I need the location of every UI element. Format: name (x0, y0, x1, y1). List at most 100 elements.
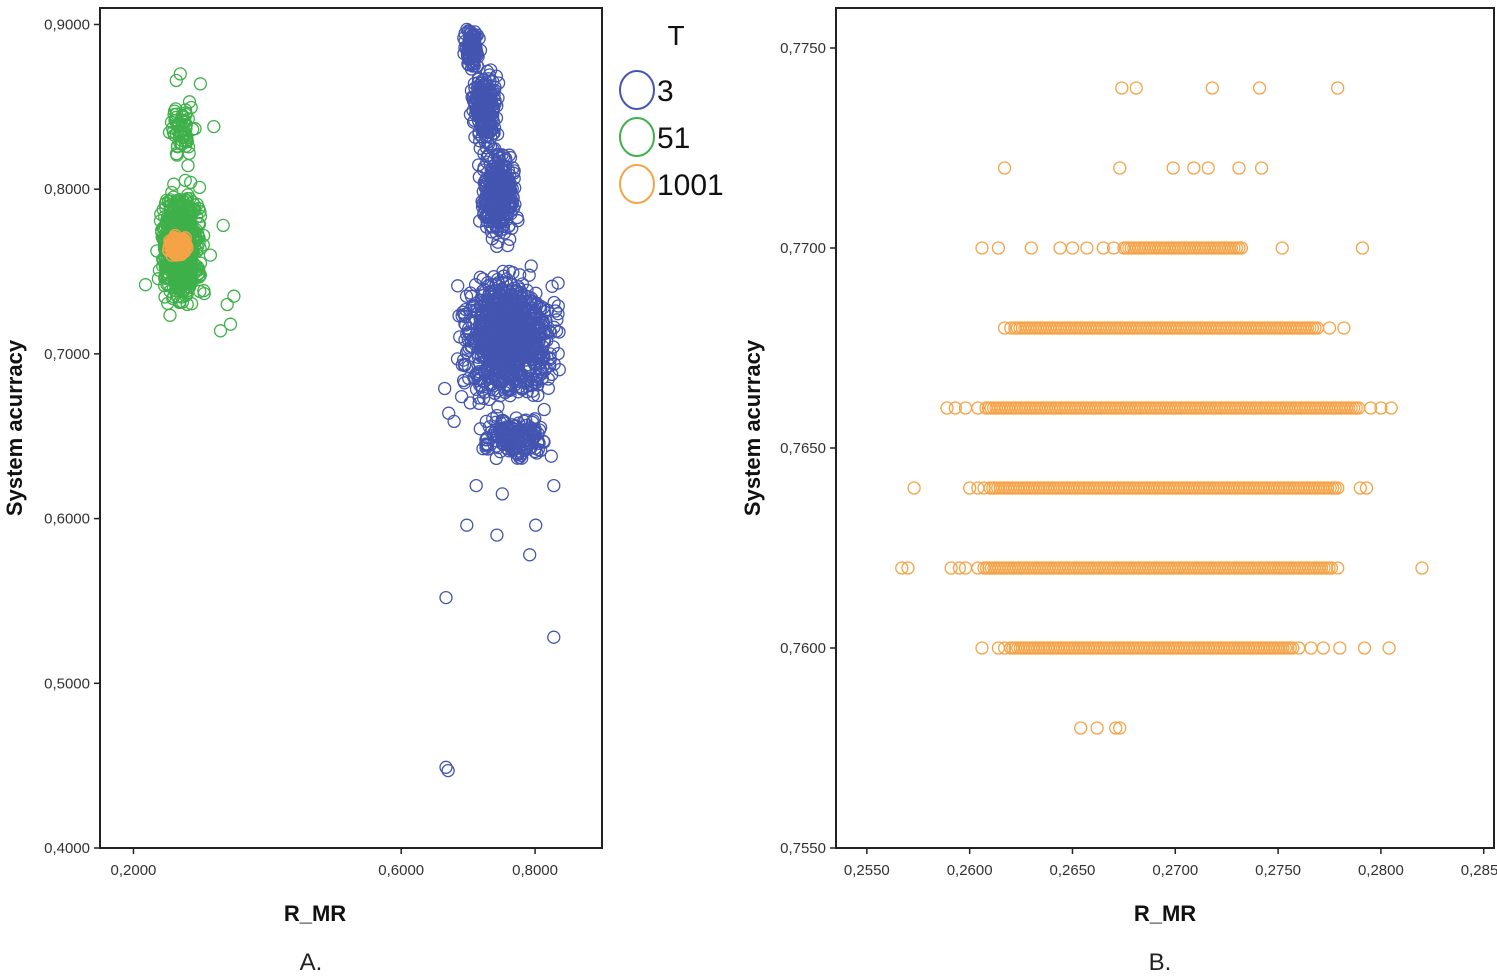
data-point-t3 (541, 381, 556, 395)
data-point-t3 (456, 305, 470, 319)
data-point-t1001 (1382, 641, 1396, 655)
data-point-t3 (498, 153, 512, 168)
data-point-t51 (181, 158, 195, 173)
data-point-t3 (498, 194, 512, 208)
data-point-t51 (178, 215, 193, 229)
data-point-t51 (158, 210, 172, 224)
data-point-t3 (530, 446, 544, 460)
data-point-t3 (476, 105, 491, 120)
data-point-t1001 (1187, 161, 1201, 175)
panel-b-label: B. (1149, 949, 1172, 976)
data-point-t51 (197, 286, 211, 301)
data-point-t51 (216, 218, 230, 233)
data-point-t3 (488, 319, 503, 334)
panel-a-y-axis-title: System acurracy (2, 339, 27, 516)
data-point-t3 (470, 366, 484, 380)
data-point-t51 (169, 73, 183, 88)
data-point-t3 (523, 324, 537, 338)
data-point-t3 (464, 83, 479, 98)
data-point-t1001 (1384, 401, 1398, 415)
data-point-t3 (494, 429, 509, 443)
data-point-t3 (490, 528, 504, 542)
data-point-t3 (451, 279, 465, 293)
data-point-t3 (474, 343, 489, 358)
data-point-t51 (138, 278, 153, 292)
data-point-t1001 (895, 561, 909, 575)
data-point-t1001 (1331, 81, 1345, 95)
data-point-t3 (528, 422, 542, 436)
data-point-t51 (164, 213, 178, 227)
data-point-t3 (524, 426, 538, 440)
data-point-t3 (499, 277, 513, 291)
data-point-t3 (481, 120, 496, 134)
data-point-t51 (163, 308, 177, 322)
data-point-t3 (533, 299, 548, 314)
data-point-t3 (515, 327, 529, 341)
data-point-t3 (441, 763, 455, 778)
legend-marker-t1001 (619, 164, 655, 204)
data-point-t3 (481, 72, 495, 86)
data-point-t51 (152, 263, 167, 277)
data-point-t51 (173, 67, 187, 81)
data-point-t3 (479, 414, 493, 429)
data-point-t3 (447, 414, 461, 429)
data-point-t51 (193, 241, 207, 256)
legend-title: T (667, 20, 684, 51)
data-point-t3 (506, 201, 521, 216)
panel-b-y-tick-label: 0,7600 (780, 640, 826, 657)
data-point-t1001 (1080, 241, 1094, 255)
panel-a-label: A. (300, 949, 323, 976)
data-point-t3 (526, 388, 540, 402)
data-point-t3 (499, 272, 514, 286)
data-point-t1001 (1024, 241, 1038, 255)
data-point-t51 (192, 262, 206, 276)
panel-a-x-tick-label: 0,2000 (111, 862, 157, 879)
panel-b-y-axis: 0,7550 0,7600 0,7650 0,7700 0,7750 (780, 40, 836, 857)
data-point-t1001 (1286, 641, 1300, 655)
data-point-t3 (473, 108, 488, 123)
data-point-t1001 (1096, 241, 1110, 255)
legend-marker-t51 (619, 117, 655, 157)
data-point-t51 (167, 177, 181, 191)
data-point-t1001 (1275, 241, 1289, 255)
data-point-t3 (543, 352, 557, 366)
data-point-t3 (490, 175, 505, 189)
data-point-t3 (506, 329, 521, 343)
data-point-t3 (516, 350, 530, 365)
data-point-t3 (476, 391, 491, 405)
data-point-t3 (521, 289, 535, 304)
data-point-t3 (514, 348, 528, 363)
data-point-t3 (516, 306, 530, 321)
data-point-t3 (468, 278, 483, 292)
panel-b-x-axis-title: R_MR (1134, 901, 1196, 926)
data-point-t3 (486, 175, 500, 189)
data-point-t51 (196, 238, 210, 252)
data-point-t3 (469, 478, 483, 493)
data-point-t1001 (1415, 561, 1429, 575)
data-point-t3 (476, 184, 490, 199)
data-point-t3 (547, 320, 561, 334)
data-point-t3 (485, 123, 499, 137)
data-point-t1001 (952, 561, 967, 575)
panel-b-frame (835, 7, 1495, 849)
data-point-t3 (526, 423, 540, 437)
data-point-t3 (459, 289, 474, 303)
data-point-t1001 (1234, 241, 1249, 255)
data-point-t3 (459, 318, 473, 332)
data-point-t3 (478, 385, 492, 399)
data-point-t51 (156, 202, 170, 217)
panel-b-x-tick-label: 0,2650 (1050, 862, 1096, 879)
data-point-t3 (501, 238, 515, 253)
data-point-t1001 (944, 561, 958, 575)
data-point-t3 (510, 210, 524, 225)
data-point-t3 (473, 378, 487, 392)
panel-a: 0,4000 0,5000 0,6000 0,7000 0,8000 0,9000 0,2… (2, 7, 603, 976)
data-point-t3 (471, 100, 486, 115)
data-point-t51 (171, 116, 186, 131)
data-point-t51 (159, 265, 174, 279)
data-point-t3 (499, 341, 514, 355)
panel-b-y-tick-label: 0,7750 (780, 40, 826, 57)
data-point-t3 (439, 760, 453, 774)
